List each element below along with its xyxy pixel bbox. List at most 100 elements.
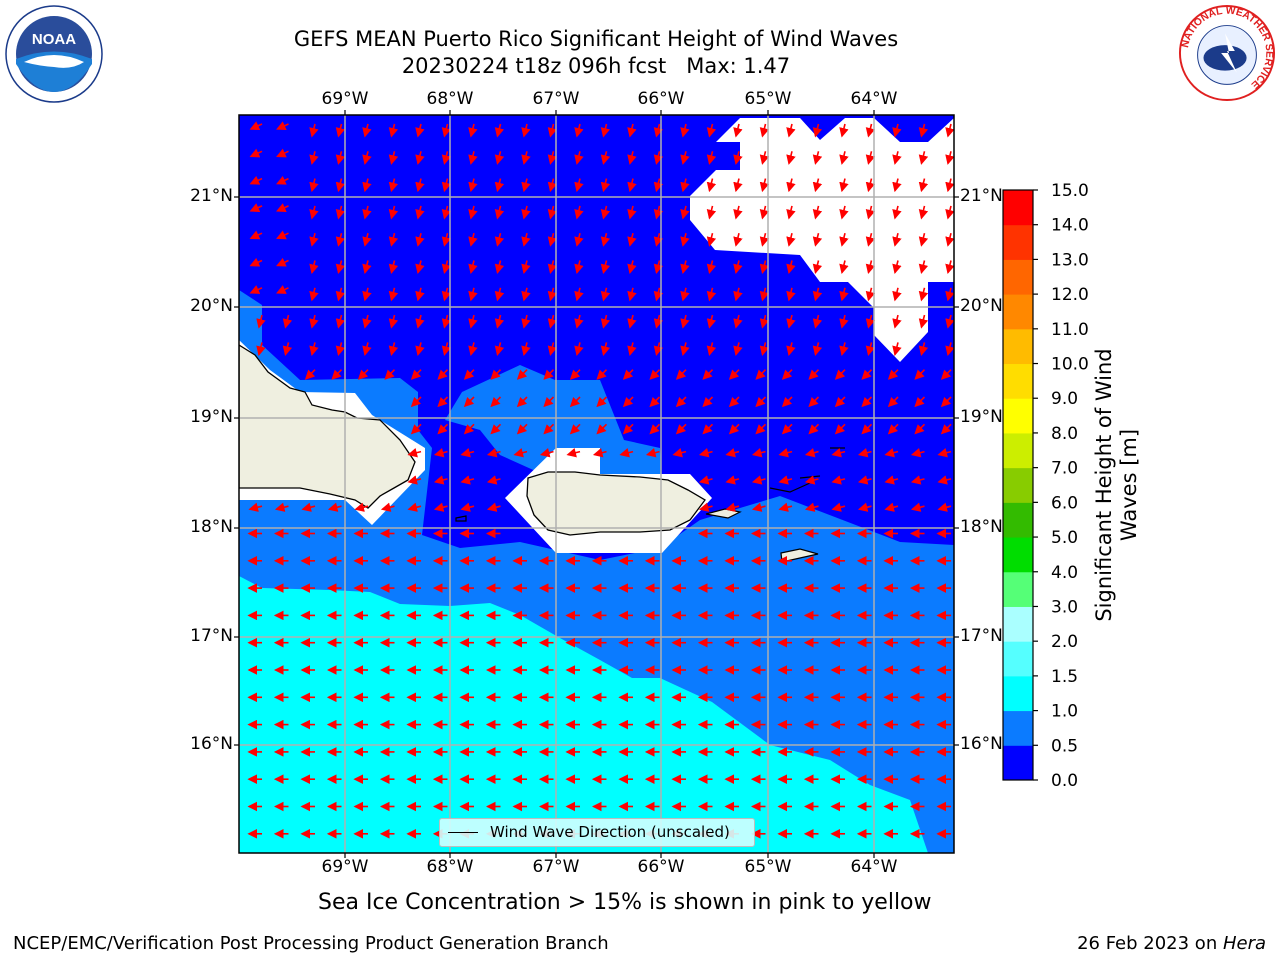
wave-arrow [276,203,289,212]
wave-arrow [857,502,872,512]
wave-arrow [733,178,743,193]
wave-arrow [622,396,634,408]
wave-arrow [680,205,690,220]
wave-arrow [786,342,796,356]
colorbar-swatch [1003,190,1033,226]
wave-arrow [494,205,505,220]
wave-arrow [865,287,876,302]
wave-arrow [702,396,714,408]
wave-arrow [574,287,584,302]
wave-arrow [680,314,690,329]
wave-arrow [653,205,664,220]
wave-arrow [622,369,634,380]
wave-arrow [918,151,929,165]
wave-arrow [781,423,793,435]
wave-arrow [362,178,372,193]
wave-arrow [839,151,849,165]
colorbar-tick-label: 4.0 [1051,563,1078,583]
wave-arrow [918,178,929,193]
wave-arrow [547,123,558,138]
wave-arrow [839,260,849,275]
wave-arrow [490,396,502,408]
wave-arrow [362,123,372,138]
wave-arrow [547,342,558,356]
colorbar-swatch [1003,467,1033,503]
wave-arrow [892,314,902,329]
wave-arrow [865,314,876,329]
colorbar-swatch [1003,432,1033,469]
wave-arrow [653,151,664,165]
wave-arrow [600,151,611,165]
wave-arrow [415,287,425,302]
wave-direction-arrows [247,121,954,839]
wave-arrow [755,369,767,380]
wave-arrow [494,178,505,193]
wave-arrow [627,342,637,356]
wave-arrow [759,178,770,193]
wave-arrow [725,475,740,485]
wave-arrow [804,448,819,458]
wave-arrow [778,448,793,458]
wave-arrow [945,260,954,275]
wave-arrow [680,342,690,356]
wave-arrow [706,314,717,329]
wave-arrow [653,123,664,138]
subcaption: Sea Ice Concentration > 15% is shown in … [318,890,932,915]
wave-arrow [335,342,346,356]
wave-arrow [441,178,452,193]
wave-arrow [494,260,505,275]
wave-arrow [653,178,664,193]
wave-arrow [728,369,740,380]
wave-arrow [675,369,687,380]
wave-arrow [335,287,346,302]
wave-arrow [494,314,505,329]
wave-arrow [706,178,717,193]
wave-arrow [539,448,554,458]
wave-arrow [680,287,690,302]
wave-arrow [335,314,346,329]
lon-label-bottom: 68°W [426,857,474,877]
wave-arrow [460,475,475,485]
wave-arrow [521,123,531,138]
colorbar-tick-label: 11.0 [1051,320,1089,340]
wave-arrow [433,448,448,458]
wave-arrow [331,369,343,380]
wave-arrow [468,205,478,220]
wave-arrow [547,151,558,165]
wave-arrow [627,260,637,275]
colorbar-swatch [1003,745,1033,781]
lon-label-bottom: 66°W [637,857,685,877]
wave-arrow [887,369,899,380]
wave-arrow [248,502,263,512]
wave-arrow [778,502,793,512]
wave-arrow [388,314,399,329]
wave-arrow [839,314,849,329]
wave-arrow [812,123,823,138]
wave-arrow [812,287,823,302]
wave-arrow [759,287,770,302]
wave-arrow [249,230,263,240]
wave-arrow [706,233,717,247]
wave-arrow [759,151,770,165]
wave-arrow [407,475,422,485]
wave-arrow [463,396,475,408]
wave-arrow [486,475,501,485]
wave-arrow [543,396,555,408]
wave-arrow [388,178,399,193]
wave-arrow [309,151,319,165]
wave-arrow [494,151,505,165]
wave-arrow [596,396,608,408]
wave-arrow [865,178,876,193]
wave-arrow [887,396,899,408]
wave-arrow [918,342,929,356]
wave-arrow [733,314,743,329]
wave-arrow [865,123,876,138]
wave-arrow [865,260,876,275]
wave-arrow [362,314,372,329]
wave-arrow [804,502,819,512]
wave-arrow [335,233,346,247]
wave-arrow [653,260,664,275]
lat-label-right: 16°N [960,734,1003,754]
wave-arrow [415,260,425,275]
wave-arrow [865,151,876,165]
